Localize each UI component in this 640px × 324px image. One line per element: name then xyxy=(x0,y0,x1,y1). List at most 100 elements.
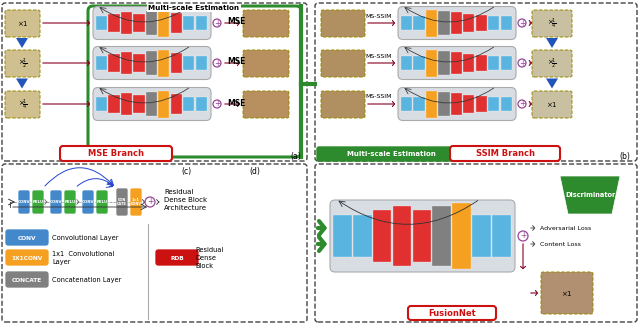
Bar xyxy=(96,56,108,70)
FancyBboxPatch shape xyxy=(398,47,516,79)
Bar xyxy=(146,11,157,35)
FancyBboxPatch shape xyxy=(32,190,44,214)
Bar xyxy=(393,206,412,266)
Bar xyxy=(183,97,195,111)
FancyBboxPatch shape xyxy=(5,91,40,118)
FancyBboxPatch shape xyxy=(243,10,289,37)
FancyBboxPatch shape xyxy=(315,164,637,322)
Bar xyxy=(158,90,170,118)
Bar xyxy=(158,50,170,76)
FancyBboxPatch shape xyxy=(243,50,289,77)
Text: FusionNet: FusionNet xyxy=(428,308,476,318)
FancyBboxPatch shape xyxy=(82,190,94,214)
Text: Multi-scale Estimation: Multi-scale Estimation xyxy=(347,151,435,157)
FancyBboxPatch shape xyxy=(116,188,128,216)
Bar xyxy=(171,13,182,33)
Bar xyxy=(426,50,437,76)
FancyBboxPatch shape xyxy=(5,10,40,37)
Bar xyxy=(476,55,487,71)
Text: RELU: RELU xyxy=(33,200,44,204)
Bar xyxy=(133,14,145,32)
FancyBboxPatch shape xyxy=(60,146,172,161)
Bar xyxy=(476,15,487,31)
Text: +: + xyxy=(147,198,153,206)
Bar xyxy=(413,210,431,262)
Text: RELU: RELU xyxy=(97,200,108,204)
FancyBboxPatch shape xyxy=(93,47,211,79)
Text: +: + xyxy=(214,59,220,67)
Bar xyxy=(488,97,499,111)
Polygon shape xyxy=(16,38,28,48)
Text: MS-SSIM: MS-SSIM xyxy=(365,95,392,99)
Text: +: + xyxy=(519,18,525,28)
FancyBboxPatch shape xyxy=(532,50,572,77)
Bar xyxy=(108,14,120,32)
Text: (a): (a) xyxy=(291,153,301,161)
FancyBboxPatch shape xyxy=(93,87,211,121)
Text: 1×1
CONV: 1×1 CONV xyxy=(131,198,141,206)
FancyBboxPatch shape xyxy=(18,190,30,214)
Bar xyxy=(451,52,462,74)
FancyBboxPatch shape xyxy=(96,190,108,214)
Text: $\times1$: $\times1$ xyxy=(561,288,573,297)
Polygon shape xyxy=(546,38,558,48)
Bar xyxy=(108,95,120,113)
Bar xyxy=(452,203,471,269)
Text: Multi-scale Estimation: Multi-scale Estimation xyxy=(148,5,239,11)
Bar xyxy=(476,96,487,112)
Bar xyxy=(121,52,132,74)
Bar xyxy=(196,56,207,70)
Text: RELU: RELU xyxy=(65,200,76,204)
FancyBboxPatch shape xyxy=(2,3,307,161)
Bar xyxy=(472,214,491,258)
Bar xyxy=(96,16,108,30)
FancyBboxPatch shape xyxy=(532,91,572,118)
FancyBboxPatch shape xyxy=(398,6,516,40)
FancyBboxPatch shape xyxy=(317,147,465,161)
Bar xyxy=(401,97,412,111)
FancyBboxPatch shape xyxy=(64,190,76,214)
Text: Discriminator: Discriminator xyxy=(565,192,615,198)
Bar xyxy=(171,53,182,73)
Bar xyxy=(413,56,425,70)
FancyBboxPatch shape xyxy=(541,272,593,314)
FancyBboxPatch shape xyxy=(450,146,560,161)
Text: CONV: CONV xyxy=(50,200,62,204)
Text: +: + xyxy=(214,99,220,109)
Text: $\times1$: $\times1$ xyxy=(17,19,28,28)
Text: CONV: CONV xyxy=(82,200,94,204)
FancyBboxPatch shape xyxy=(321,10,365,37)
Text: (c): (c) xyxy=(182,167,192,176)
Bar xyxy=(438,51,449,75)
Text: Adversarial Loss: Adversarial Loss xyxy=(540,226,591,230)
Text: $\times\!\frac{1}{4}$: $\times\!\frac{1}{4}$ xyxy=(17,98,28,111)
Bar xyxy=(353,214,372,258)
Bar xyxy=(438,11,449,35)
FancyBboxPatch shape xyxy=(398,87,516,121)
Text: MSE: MSE xyxy=(227,57,245,66)
Bar xyxy=(401,16,412,30)
FancyBboxPatch shape xyxy=(2,164,307,322)
FancyBboxPatch shape xyxy=(243,91,289,118)
Text: MSE: MSE xyxy=(227,17,245,27)
Bar xyxy=(133,95,145,113)
Bar xyxy=(492,214,511,258)
Text: RDB: RDB xyxy=(170,256,184,260)
Text: $\times\!\frac{1}{2}$: $\times\!\frac{1}{2}$ xyxy=(17,56,28,71)
Bar xyxy=(133,53,145,73)
Text: Residual
Dense
Block: Residual Dense Block xyxy=(195,248,223,269)
Bar xyxy=(121,93,132,115)
Text: $\times\!\frac{1}{4}$: $\times\!\frac{1}{4}$ xyxy=(547,17,557,30)
Text: +: + xyxy=(519,59,525,67)
Bar xyxy=(433,206,451,266)
Bar xyxy=(426,90,437,118)
Bar xyxy=(463,95,474,113)
FancyBboxPatch shape xyxy=(50,190,62,214)
Text: 1x1  Convolutional
Layer: 1x1 Convolutional Layer xyxy=(52,251,115,265)
Text: (d): (d) xyxy=(249,167,260,176)
Polygon shape xyxy=(16,78,28,88)
Text: MSE: MSE xyxy=(227,98,245,108)
Bar xyxy=(413,16,425,30)
Bar xyxy=(196,97,207,111)
Bar xyxy=(333,214,352,258)
